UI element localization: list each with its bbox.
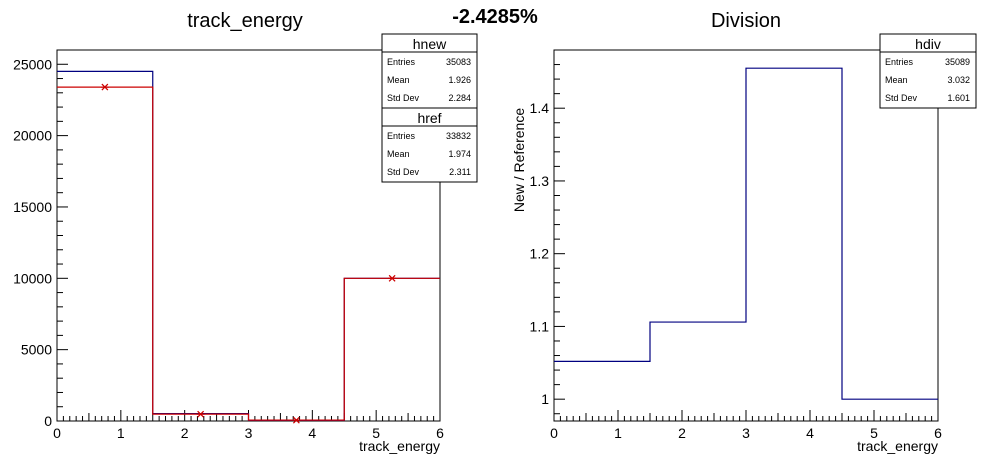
- y-tick-label: 25000: [13, 56, 52, 72]
- y-tick-label: 0: [44, 413, 52, 429]
- x-tick-label: 2: [678, 425, 686, 441]
- stats-box-frame: [381, 33, 478, 109]
- stats-row-value: 1.601: [947, 93, 970, 103]
- stats-row-label: Entries: [885, 57, 914, 67]
- y-tick-label: 1: [541, 391, 549, 407]
- series-href-point: [100, 83, 109, 91]
- x-tick-label: 0: [53, 425, 61, 441]
- marker-d2: [388, 274, 396, 282]
- stats-box-frame: [879, 33, 977, 109]
- x-tick-label: 1: [614, 425, 622, 441]
- y-tick-label: 15000: [13, 199, 52, 215]
- x-tick-label: 3: [245, 425, 253, 441]
- stats-box-title: hdiv: [915, 36, 941, 52]
- x-tick-label: 5: [372, 425, 380, 441]
- stats-row-value: 33832: [446, 131, 471, 141]
- x-tick-label: 4: [308, 425, 316, 441]
- stats-row-label: Entries: [387, 57, 416, 67]
- stats-row-label: Mean: [885, 75, 908, 85]
- y-tick-label: 1.3: [530, 173, 550, 189]
- stats-row-value: 2.311: [449, 167, 471, 177]
- y-tick-label: 1.4: [530, 100, 550, 116]
- y-tick-label: 20000: [13, 128, 52, 144]
- stats-box-title: hnew: [413, 36, 447, 52]
- x-tick-label: 2: [181, 425, 189, 441]
- stats-row-value: 2.284: [448, 93, 471, 103]
- stats-row-label: Std Dev: [387, 93, 420, 103]
- y-tick-label: 1.1: [530, 318, 550, 334]
- y-axis-label: New / Reference: [511, 108, 527, 212]
- series-href-line: [57, 86, 440, 421]
- stats-row-value: 3.032: [947, 75, 970, 85]
- marker-d2: [292, 416, 300, 424]
- series-href-point: [388, 274, 397, 282]
- stats-row-value: 35089: [945, 57, 970, 67]
- x-axis-label: track_energy: [857, 438, 938, 454]
- x-tick-label: 0: [550, 425, 558, 441]
- series-href-point: [196, 410, 205, 418]
- x-tick-label: 4: [806, 425, 814, 441]
- series-href-point: [292, 416, 301, 424]
- x-tick-label: 6: [436, 425, 444, 441]
- chart-title: track_energy: [187, 10, 303, 32]
- stats-box-frame: [381, 107, 478, 183]
- marker-d2: [197, 410, 205, 418]
- x-tick-label: 1: [117, 425, 125, 441]
- y-tick-label: 5000: [21, 342, 52, 358]
- y-tick-label: 1.2: [530, 246, 550, 262]
- marker-d2: [101, 83, 109, 91]
- stats-row-label: Std Dev: [885, 93, 918, 103]
- series-hdiv-line: [554, 67, 938, 400]
- stats-row-label: Mean: [387, 149, 410, 159]
- stats-row-value: 1.926: [448, 75, 471, 85]
- y-tick-label: 10000: [13, 270, 52, 286]
- x-axis-label: track_energy: [359, 438, 440, 454]
- x-tick-label: 3: [742, 425, 750, 441]
- stats-row-label: Entries: [387, 131, 416, 141]
- stats-box-hnew: hnew Entries 35083 Mean 1.926 Std Dev 2.284: [381, 33, 478, 109]
- stats-row-label: Std Dev: [387, 167, 420, 177]
- stats-box-title: href: [417, 110, 441, 126]
- x-tick-label: 6: [934, 425, 942, 441]
- stats-row-label: Mean: [387, 75, 410, 85]
- stats-row-value: 35083: [446, 57, 471, 67]
- x-tick-label: 5: [870, 425, 878, 441]
- chart-title: Division: [711, 10, 781, 32]
- stats-row-value: 1.974: [448, 149, 471, 159]
- ratio-label: -2.4285%: [452, 6, 538, 28]
